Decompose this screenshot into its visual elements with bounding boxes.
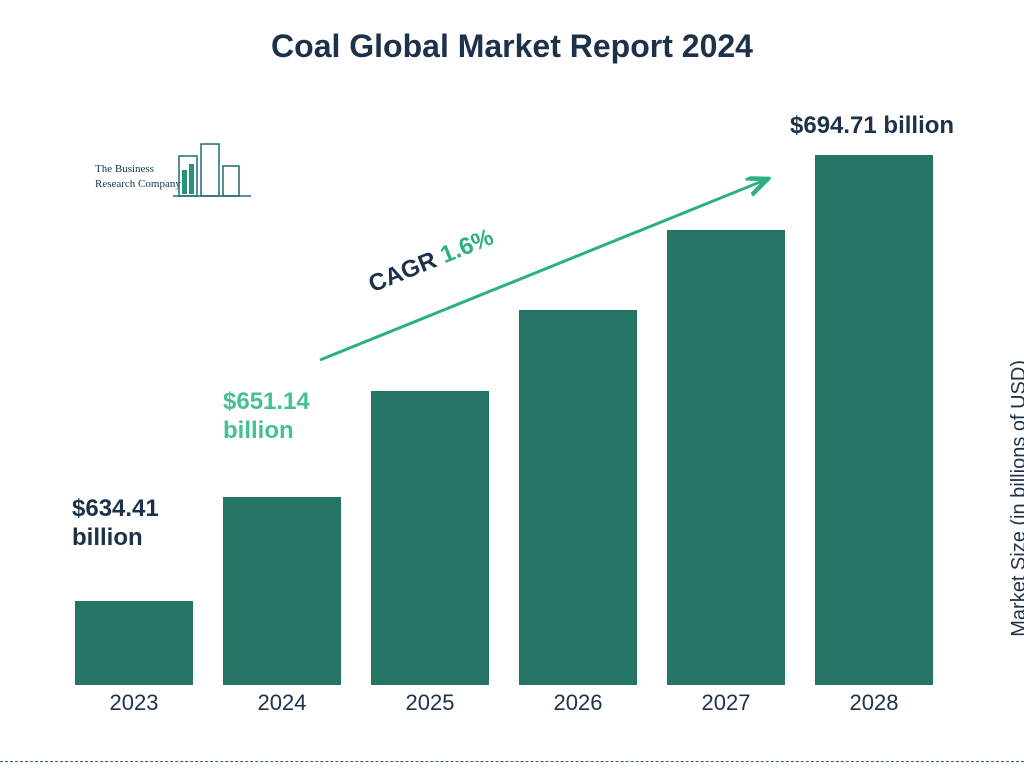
footer-divider: [0, 761, 1024, 762]
y-axis-label: Market Size (in billions of USD): [1008, 360, 1024, 637]
growth-arrow: [0, 0, 1024, 768]
